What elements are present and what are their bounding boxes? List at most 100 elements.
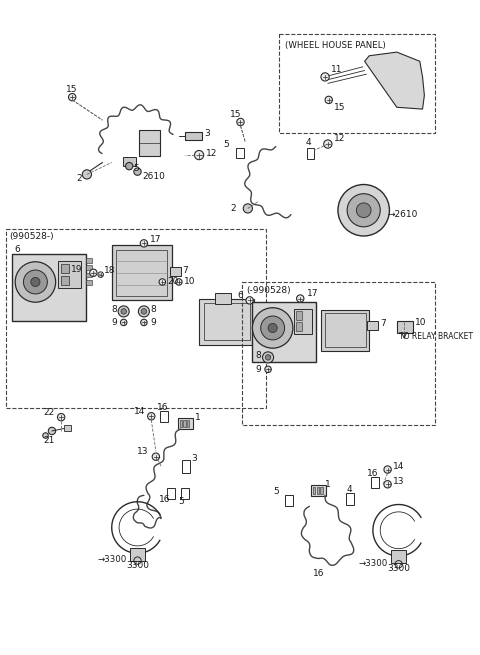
Circle shape [261,316,285,340]
Bar [294,309,312,335]
Text: 13: 13 [137,447,148,456]
Polygon shape [365,52,424,109]
Text: 15: 15 [66,85,77,94]
Circle shape [265,366,271,373]
Text: 3300: 3300 [387,565,410,573]
Bar [236,148,244,158]
Bar [296,322,302,331]
Text: 15: 15 [230,110,241,119]
Text: 8: 8 [111,305,117,314]
Text: 5: 5 [133,164,139,174]
Text: 13: 13 [393,477,405,486]
Text: 6: 6 [14,246,20,254]
Text: 16: 16 [159,495,171,504]
Bar [199,299,254,345]
Text: 16: 16 [367,469,379,477]
Text: 9: 9 [111,318,117,327]
Text: 4: 4 [306,138,312,147]
Bar [307,148,314,159]
Circle shape [43,433,48,438]
Text: TO RELAY BRACKET: TO RELAY BRACKET [398,331,473,341]
Circle shape [265,354,271,360]
Circle shape [243,204,252,213]
Bar [59,261,82,288]
Bar [215,293,231,304]
Circle shape [134,168,141,176]
Text: 2: 2 [230,204,236,213]
Text: 21: 21 [43,436,55,445]
Bar [64,426,71,431]
Circle shape [121,309,126,314]
Circle shape [356,203,371,217]
Circle shape [338,185,389,236]
Text: 12: 12 [334,134,346,143]
Text: 2610: 2610 [142,172,165,181]
Text: 7: 7 [380,319,386,328]
Circle shape [147,413,155,420]
Circle shape [141,309,147,314]
Circle shape [48,427,56,435]
Text: →3300: →3300 [97,555,126,564]
Circle shape [268,324,277,333]
Bar [187,420,190,427]
Circle shape [82,170,92,179]
Text: 5: 5 [273,487,279,496]
Bar [61,276,69,285]
Text: 9: 9 [150,318,156,327]
Bar [86,280,92,285]
Text: 14: 14 [393,462,405,472]
Circle shape [347,194,380,227]
Bar [12,254,86,320]
Bar [322,310,369,351]
Bar [139,130,159,156]
Circle shape [246,297,253,304]
Text: 10: 10 [415,318,427,327]
Circle shape [15,262,56,302]
Bar [371,477,379,488]
Text: 10: 10 [183,278,195,286]
Text: 17: 17 [150,235,162,244]
Text: 3: 3 [204,128,210,138]
Bar [325,313,366,347]
Bar [204,303,250,340]
Bar [112,245,171,301]
Circle shape [263,352,274,363]
Bar [86,258,92,263]
Text: 3: 3 [192,454,197,463]
Circle shape [140,240,147,247]
Bar [116,250,167,296]
Bar [61,263,69,272]
Bar [130,548,145,561]
Circle shape [120,319,127,326]
Circle shape [159,279,166,285]
Text: 14: 14 [133,407,145,416]
Text: 5: 5 [224,140,229,149]
Circle shape [176,279,182,285]
Bar [159,411,168,422]
Bar [183,420,186,427]
Text: 1: 1 [194,413,200,422]
Circle shape [194,151,204,160]
Bar [178,418,192,429]
Circle shape [24,270,48,294]
Circle shape [321,73,329,81]
Bar [397,320,413,333]
Text: (-990528): (-990528) [246,286,290,295]
Circle shape [384,481,391,488]
Circle shape [98,272,104,277]
Text: →3300: →3300 [359,559,387,568]
Text: 15: 15 [334,103,346,112]
Bar [6,229,266,408]
Bar [123,157,136,166]
Text: (WHEEL HOUSE PANEL): (WHEEL HOUSE PANEL) [285,41,385,50]
Text: 9: 9 [255,365,261,374]
Text: 1: 1 [325,479,331,489]
Bar [391,550,406,563]
Circle shape [237,119,244,126]
Bar [180,420,182,427]
Circle shape [141,319,147,326]
Text: 16: 16 [156,403,168,411]
Circle shape [118,306,129,317]
Circle shape [324,140,332,148]
Circle shape [325,96,333,103]
